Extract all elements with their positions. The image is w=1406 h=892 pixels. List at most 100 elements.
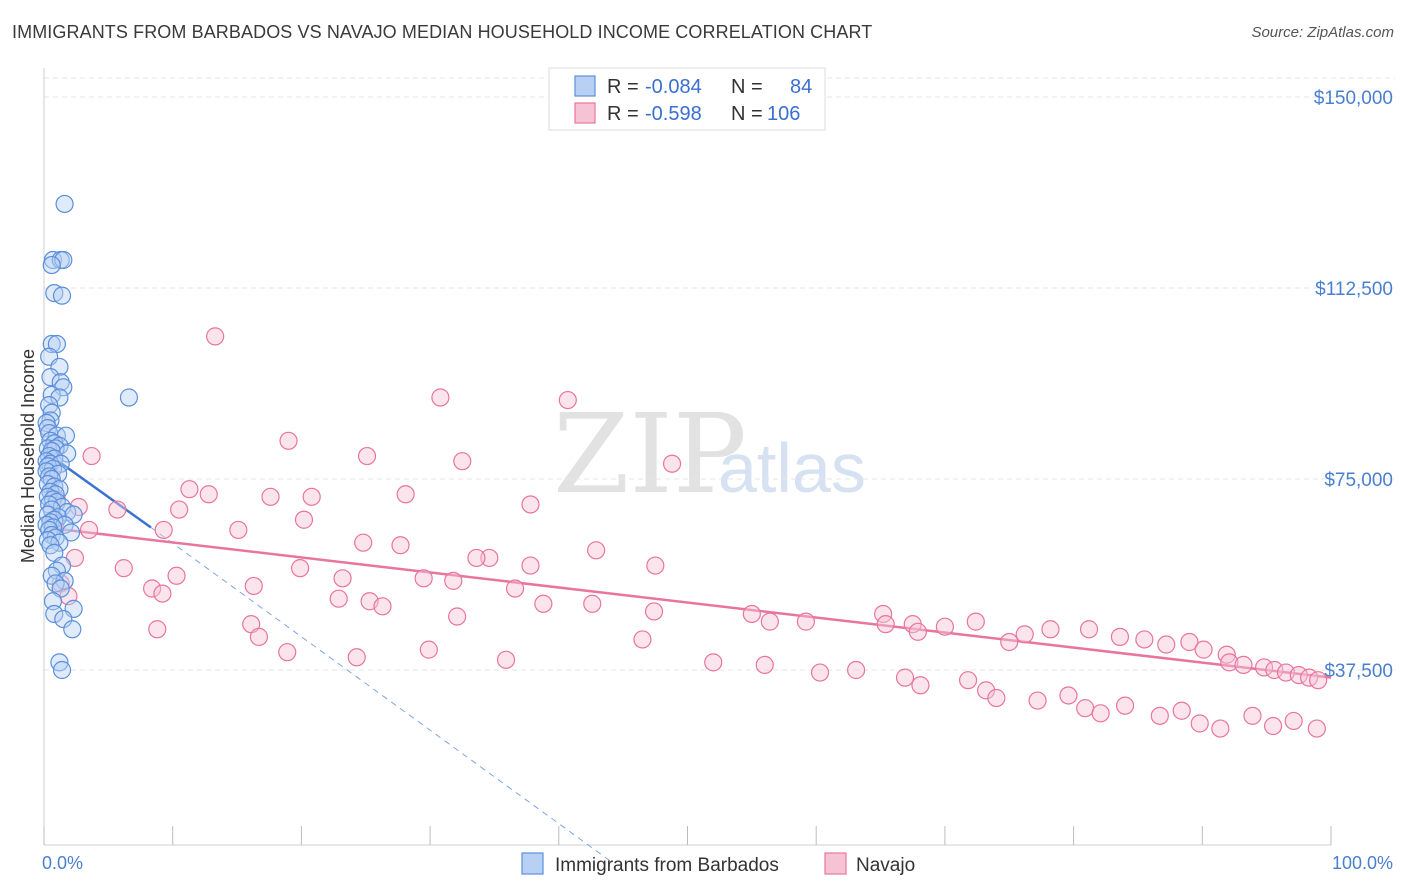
legend-n-value-1: 84 — [790, 76, 812, 98]
navajo-point-0 — [206, 327, 225, 346]
legend-swatch-barbados — [574, 75, 596, 97]
y-tick-label-0: $37,500 — [1324, 661, 1393, 682]
y-axis-label: Median Household Income — [18, 349, 38, 563]
navajo-point-40 — [153, 584, 172, 603]
barbados-point-16 — [119, 388, 139, 407]
navajo-point-24 — [391, 536, 410, 555]
barbados-point-15 — [50, 388, 69, 407]
navajo-point-80 — [278, 643, 297, 662]
y-tick-label-2: $112,500 — [1315, 279, 1393, 300]
navajo-point-34 — [333, 569, 352, 588]
navajo-point-94 — [1028, 691, 1047, 710]
navajo-point-104 — [1263, 716, 1283, 736]
barbados-point-0 — [55, 194, 74, 214]
navajo-point-26 — [480, 548, 499, 568]
barbados-point-83 — [52, 660, 72, 680]
navajo-point-97 — [1091, 704, 1110, 723]
y-tick-label-1: $75,000 — [1324, 470, 1393, 491]
navajo-point-25 — [587, 541, 606, 560]
navajo-point-90 — [911, 676, 930, 695]
navajo-point-9 — [199, 485, 218, 504]
x-tick-label-1: 100.0% — [1332, 853, 1393, 873]
navajo-point-61 — [1041, 620, 1060, 639]
navajo-point-48 — [448, 607, 467, 626]
navajo-point-83 — [496, 650, 516, 669]
series-label-barbados: Immigrants from Barbados — [555, 855, 779, 876]
legend-r-label-1: R = — [607, 76, 639, 98]
navajo-point-2 — [558, 390, 577, 410]
navajo-point-58 — [966, 612, 985, 631]
navajo-point-7 — [662, 454, 682, 473]
navajo-point-70 — [1234, 655, 1253, 675]
navajo-point-28 — [646, 556, 665, 575]
navajo-point-79 — [249, 627, 269, 646]
source-label: Source: ZipAtlas.com — [1251, 24, 1394, 41]
navajo-point-37 — [505, 579, 525, 598]
navajo-point-62 — [1079, 620, 1099, 639]
watermark-zip: ZIP — [553, 390, 747, 518]
navajo-point-92 — [976, 681, 996, 700]
navajo-point-16 — [108, 500, 127, 519]
navajo-point-6 — [453, 452, 472, 471]
legend-r-label-2: R = — [607, 103, 639, 125]
navajo-point-76 — [1309, 671, 1328, 690]
navajo-point-17 — [170, 500, 189, 519]
barbados-point-11 — [41, 368, 60, 387]
navajo-point-11 — [261, 487, 280, 506]
series-legend: Immigrants from Barbados Navajo — [521, 852, 915, 876]
navajo-points — [46, 327, 1328, 738]
navajo-point-5 — [357, 446, 377, 466]
navajo-point-36 — [444, 571, 463, 590]
barbados-points — [37, 194, 139, 680]
barbados-point-79 — [45, 604, 64, 624]
barbados-point-18 — [42, 403, 61, 422]
navajo-point-12 — [302, 487, 321, 506]
navajo-point-10 — [396, 485, 415, 504]
legend-swatch-navajo — [574, 102, 596, 124]
navajo-point-72 — [1265, 660, 1284, 680]
navajo-point-22 — [229, 520, 248, 540]
navajo-point-102 — [1211, 719, 1230, 738]
y-tick-labels: $37,500 $75,000 $112,500 $150,000 — [1314, 88, 1393, 682]
barbados-point-10 — [50, 357, 69, 377]
navajo-point-43 — [329, 589, 348, 608]
x-tick-labels: 0.0% 100.0% — [42, 853, 1393, 873]
navajo-point-1 — [431, 388, 450, 407]
navajo-point-95 — [1059, 686, 1078, 705]
legend-r-value-1: -0.084 — [645, 76, 702, 98]
navajo-point-65 — [1157, 635, 1176, 654]
navajo-point-35 — [414, 569, 433, 588]
navajo-point-49 — [644, 602, 664, 621]
navajo-point-38 — [244, 576, 263, 596]
navajo-point-93 — [987, 688, 1006, 708]
navajo-point-56 — [908, 622, 927, 641]
navajo-point-45 — [534, 594, 553, 613]
navajo-point-82 — [419, 640, 438, 659]
navajo-point-32 — [114, 559, 133, 578]
navajo-point-23 — [354, 533, 373, 552]
barbados-point-4 — [42, 255, 61, 275]
navajo-point-63 — [1110, 627, 1130, 646]
navajo-point-18 — [294, 510, 314, 529]
navajo-point-33 — [167, 566, 186, 585]
navajo-point-27 — [467, 548, 486, 568]
navajo-point-51 — [760, 612, 779, 631]
navajo-point-81 — [347, 648, 366, 667]
navajo-point-21 — [154, 520, 173, 540]
navajo-point-39 — [143, 579, 162, 598]
barbados-point-41 — [40, 467, 59, 486]
navajo-point-66 — [1180, 632, 1199, 652]
barbados-trend-extended — [150, 526, 611, 862]
navajo-point-46 — [583, 594, 602, 613]
series-label-navajo: Navajo — [856, 855, 915, 876]
navajo-point-14 — [521, 495, 540, 514]
barbados-point-81 — [63, 620, 82, 639]
navajo-point-8 — [180, 480, 199, 499]
navajo-point-89 — [895, 668, 915, 687]
navajo-point-47 — [373, 597, 392, 616]
navajo-point-54 — [876, 615, 895, 634]
navajo-point-88 — [846, 660, 866, 680]
navajo-point-103 — [1243, 706, 1262, 725]
legend-n-label-1: N = — [731, 76, 763, 98]
series-swatch-navajo — [824, 852, 847, 875]
